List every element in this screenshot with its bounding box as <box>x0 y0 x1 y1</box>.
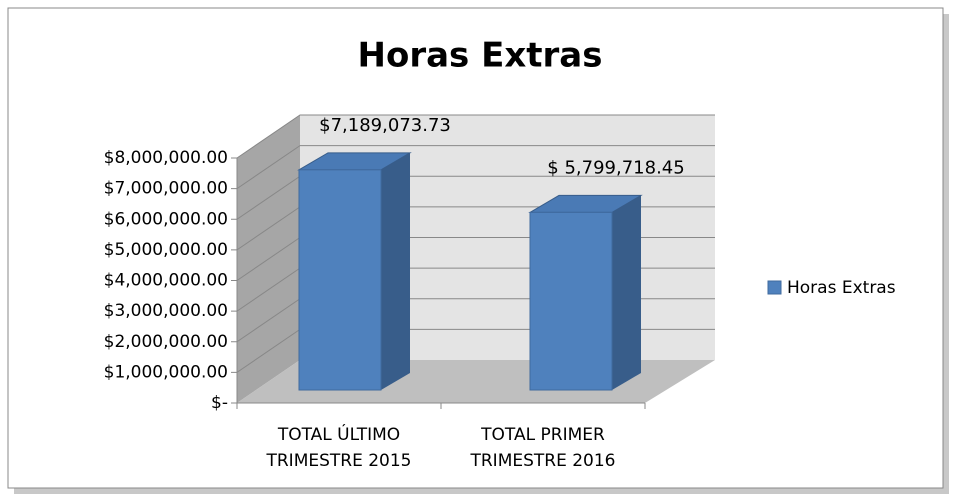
bar-side <box>381 152 410 390</box>
x-tick-label: TOTAL PRIMER TRIMESTRE 2016 <box>470 425 616 471</box>
y-tick-label: $- <box>211 393 228 413</box>
grid-line <box>236 145 715 190</box>
legend-swatch <box>767 280 782 295</box>
y-tick-label: $5,000,000.00 <box>104 240 228 260</box>
y-tick-label: $7,000,000.00 <box>104 179 228 199</box>
bar <box>529 211 613 391</box>
bar-side <box>612 195 641 390</box>
y-tick-label: $2,000,000.00 <box>104 332 228 352</box>
value-label: $7,189,073.73 <box>319 115 451 136</box>
grid-line <box>236 114 715 159</box>
y-tick-label: $1,000,000.00 <box>104 362 228 382</box>
y-tick-label: $4,000,000.00 <box>104 271 228 291</box>
y-tick-label: $6,000,000.00 <box>104 209 228 229</box>
y-tick-label: $8,000,000.00 <box>104 148 228 168</box>
bar <box>298 169 382 391</box>
chart-title: Horas Extras <box>358 36 603 76</box>
legend-label: Horas Extras <box>787 278 896 298</box>
x-tick-label: TOTAL ÚLTIMO TRIMESTRE 2015 <box>266 425 412 471</box>
y-tick-label: $3,000,000.00 <box>104 301 228 321</box>
value-label: $ 5,799,718.45 <box>547 157 684 178</box>
